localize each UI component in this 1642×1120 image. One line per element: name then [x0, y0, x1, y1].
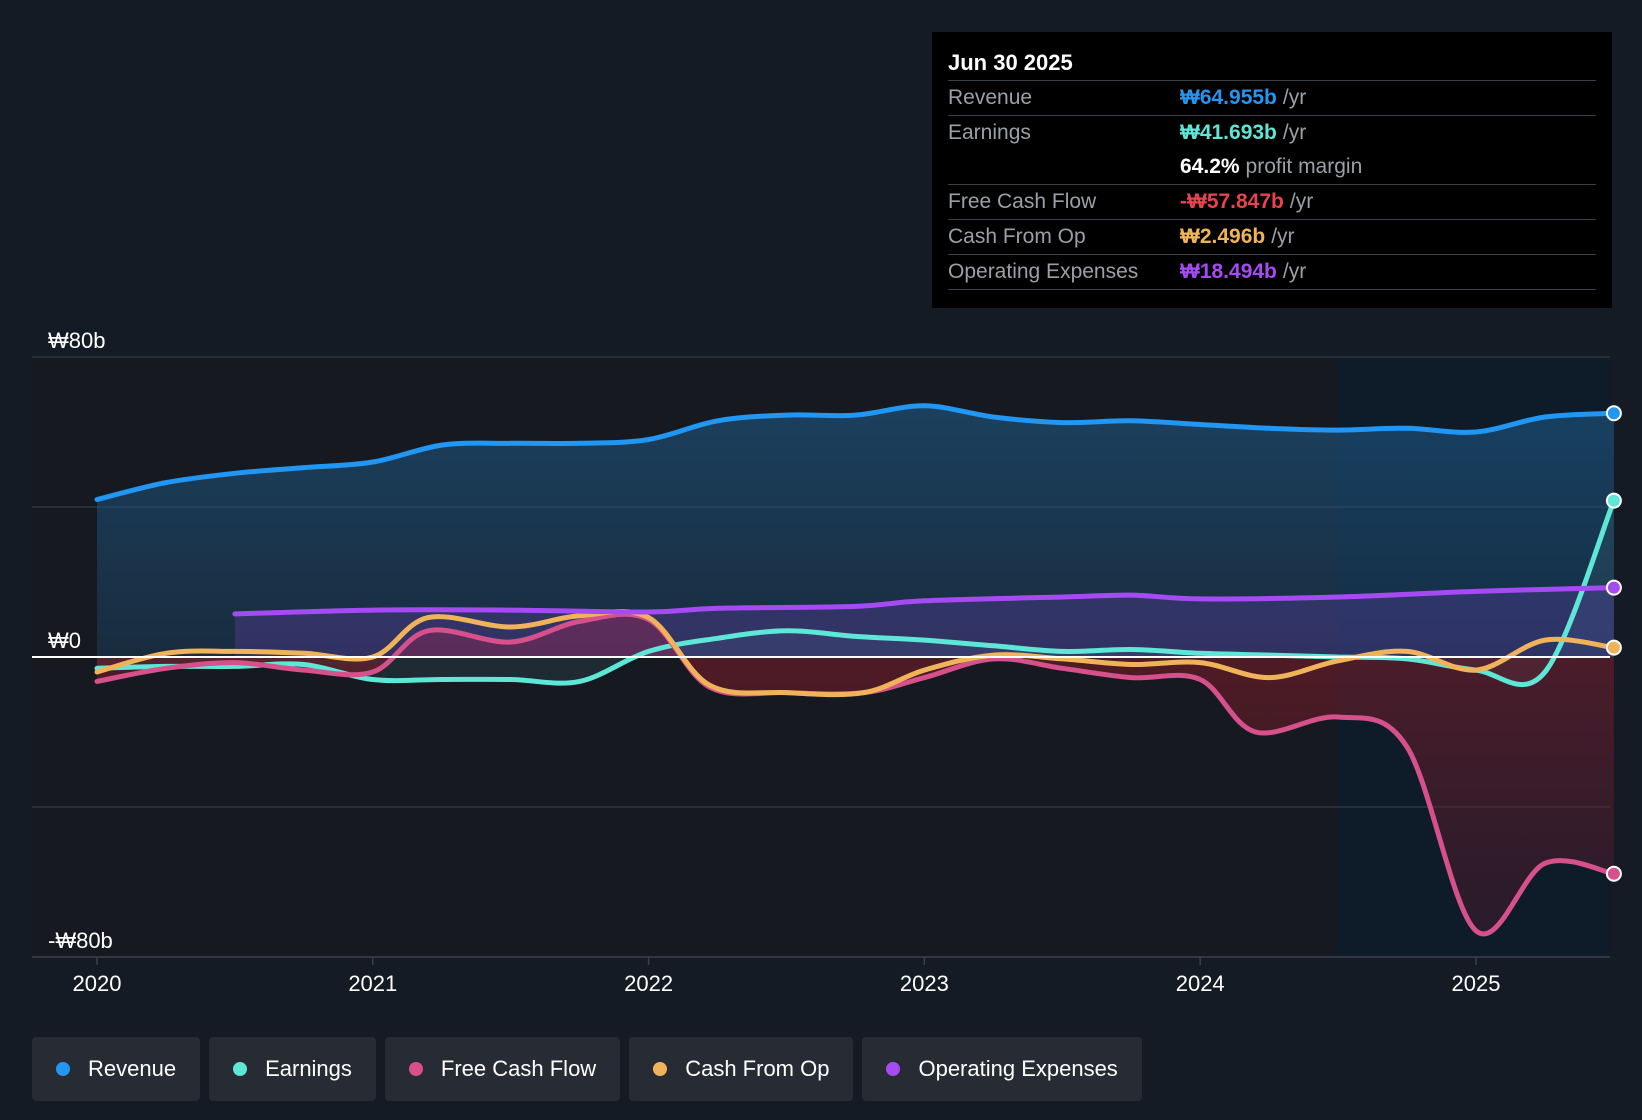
tooltip-label: Operating Expenses [948, 260, 1139, 283]
tooltip-label: Revenue [948, 86, 1033, 109]
operating-expenses-area [234, 587, 1614, 657]
tooltip-label: Free Cash Flow [948, 190, 1097, 213]
x-axis-labels: 2020 2021 2022 2023 2024 2025 [73, 971, 1501, 996]
tooltip-value: 64.2% [1180, 155, 1240, 178]
tooltip-value: -₩57.847b [1180, 190, 1284, 213]
free-cash-flow-endpoint[interactable] [1605, 865, 1622, 882]
tooltip-unit: profit margin [1245, 155, 1363, 178]
legend: Revenue Earnings Free Cash Flow Cash Fro… [32, 1037, 1142, 1101]
series-lines [94, 403, 1617, 937]
legend-dot-icon [56, 1062, 70, 1076]
tooltip-value: ₩18.494b [1180, 260, 1277, 283]
legend-dot-icon [653, 1062, 668, 1076]
legend-item-earnings[interactable]: Earnings [209, 1037, 376, 1101]
legend-item-operating-expenses[interactable]: Operating Expenses [862, 1037, 1142, 1101]
x-tick-label: 2021 [348, 971, 397, 996]
legend-item-free-cash-flow[interactable]: Free Cash Flow [384, 1037, 621, 1101]
x-tick-label: 2020 [73, 971, 122, 996]
tooltip-row-free-cash-flow: Free Cash Flow -₩57.847b /yr [948, 185, 1596, 220]
legend-label: Free Cash Flow [440, 1056, 597, 1081]
revenue-endpoint[interactable] [1605, 405, 1622, 422]
tooltip-label: Cash From Op [948, 225, 1086, 248]
free-cash-flow-area [97, 614, 1614, 934]
tooltip-unit: /yr [1282, 121, 1307, 144]
tooltip-unit: /yr [1289, 190, 1314, 213]
legend-label: Revenue [88, 1056, 177, 1081]
legend-dot-icon [408, 1062, 423, 1076]
series-endpoints [1605, 405, 1622, 882]
revenue-area [97, 405, 1614, 657]
free-cash-flow-line [94, 611, 1617, 937]
tooltip-unit: /yr [1271, 225, 1295, 248]
legend-item-revenue[interactable]: Revenue [32, 1037, 201, 1101]
legend-item-cash-from-op[interactable]: Cash From Op [629, 1037, 854, 1101]
legend-dot-icon [886, 1062, 901, 1076]
tooltip-row-revenue: Revenue ₩64.955b /yr [948, 81, 1596, 116]
earnings-line [94, 498, 1617, 687]
x-tick-label: 2024 [1176, 971, 1225, 996]
y-tick-label: ₩0 [48, 628, 81, 653]
y-tick-label: -₩80b [48, 928, 113, 953]
legend-label: Earnings [265, 1056, 352, 1081]
revenue-line [94, 403, 1617, 502]
operating-expenses-endpoint[interactable] [1605, 579, 1622, 596]
operating-expenses-line [232, 585, 1617, 617]
tooltip-date: Jun 30 2025 [948, 46, 1596, 81]
tooltip-value: ₩41.693b [1180, 121, 1277, 144]
tooltip-row-cash-from-op: Cash From Op ₩2.496b /yr [948, 220, 1596, 255]
cash-from-op-endpoint[interactable] [1605, 639, 1622, 656]
legend-label: Cash From Op [685, 1056, 830, 1081]
tooltip-row-profit-margin: 64.2% profit margin [948, 150, 1596, 185]
legend-dot-icon [233, 1062, 248, 1076]
tooltip-unit: /yr [1282, 86, 1307, 109]
tooltip-unit: /yr [1282, 260, 1307, 283]
earnings-endpoint[interactable] [1605, 492, 1622, 509]
x-tick-label: 2025 [1452, 971, 1501, 996]
legend-label: Operating Expenses [918, 1056, 1118, 1081]
y-axis-labels: ₩80b ₩0 -₩80b [48, 328, 113, 953]
x-tick-label: 2022 [624, 971, 673, 996]
tooltip-panel: Jun 30 2025 Revenue ₩64.955b /yr Earning… [932, 32, 1612, 308]
tooltip-value: ₩64.955b [1180, 86, 1277, 109]
tooltip-label: Earnings [948, 121, 1031, 144]
x-tick-label: 2023 [900, 971, 949, 996]
tooltip-row-operating-expenses: Operating Expenses ₩18.494b /yr [948, 255, 1596, 290]
tooltip-row-earnings: Earnings ₩41.693b /yr [948, 116, 1596, 150]
tooltip-value: ₩2.496b [1180, 225, 1266, 248]
y-tick-label: ₩80b [48, 328, 105, 353]
